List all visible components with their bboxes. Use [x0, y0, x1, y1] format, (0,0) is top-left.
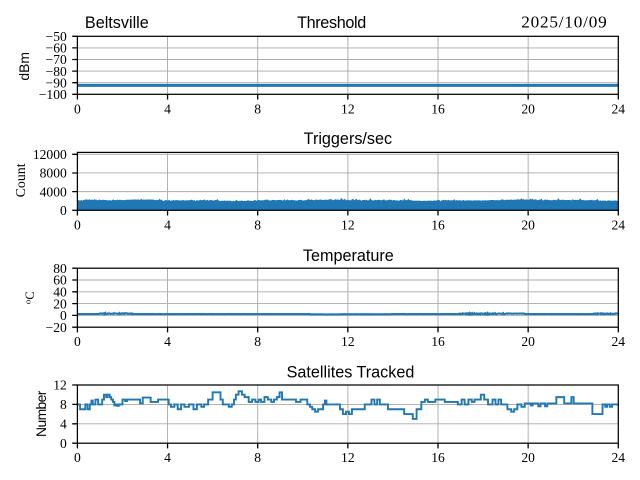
svg-text:Satellites Tracked: Satellites Tracked	[287, 363, 415, 381]
svg-text:12: 12	[341, 334, 355, 349]
svg-text:4: 4	[164, 101, 171, 116]
svg-text:−80: −80	[46, 64, 67, 79]
svg-text:12: 12	[53, 378, 67, 393]
svg-text:16: 16	[431, 334, 445, 349]
svg-text:−50: −50	[46, 29, 67, 44]
svg-text:40: 40	[53, 285, 67, 300]
svg-text:0: 0	[74, 334, 81, 349]
svg-text:4: 4	[164, 217, 171, 232]
svg-text:20: 20	[521, 450, 535, 465]
svg-text:Temperature: Temperature	[303, 247, 394, 265]
svg-text:4: 4	[60, 417, 67, 432]
svg-text:24: 24	[612, 101, 626, 116]
svg-text:0: 0	[60, 436, 67, 451]
svg-text:20: 20	[53, 296, 67, 311]
svg-text:16: 16	[431, 450, 445, 465]
svg-text:−60: −60	[46, 41, 67, 56]
svg-text:12: 12	[341, 217, 355, 232]
svg-text:0: 0	[74, 101, 81, 116]
svg-text:8: 8	[254, 334, 261, 349]
svg-text:−70: −70	[46, 52, 67, 67]
svg-text:8: 8	[60, 397, 67, 412]
svg-text:16: 16	[431, 217, 445, 232]
svg-text:Count: Count	[14, 163, 29, 197]
svg-text:80: 80	[53, 261, 67, 276]
svg-text:dBm: dBm	[16, 52, 32, 81]
svg-text:60: 60	[53, 273, 67, 288]
svg-text:oC: oC	[22, 291, 37, 304]
svg-text:24: 24	[612, 217, 626, 232]
svg-text:12: 12	[341, 101, 355, 116]
svg-text:2025/10/09: 2025/10/09	[521, 13, 607, 32]
svg-text:Beltsville: Beltsville	[85, 14, 149, 32]
svg-text:0: 0	[60, 308, 67, 323]
svg-text:−100: −100	[39, 87, 67, 102]
svg-text:−90: −90	[46, 75, 67, 90]
svg-text:8: 8	[254, 217, 261, 232]
svg-text:20: 20	[521, 101, 535, 116]
svg-text:0: 0	[74, 217, 81, 232]
svg-text:Triggers/sec: Triggers/sec	[304, 130, 392, 148]
svg-text:8: 8	[254, 101, 261, 116]
svg-text:Threshold: Threshold	[297, 14, 366, 32]
svg-text:4: 4	[164, 334, 171, 349]
svg-text:16: 16	[431, 101, 445, 116]
svg-text:0: 0	[74, 450, 81, 465]
svg-text:4: 4	[164, 450, 171, 465]
svg-text:−20: −20	[46, 320, 67, 335]
svg-text:Number: Number	[33, 390, 49, 437]
svg-text:24: 24	[612, 450, 626, 465]
svg-text:20: 20	[521, 217, 535, 232]
svg-text:8: 8	[254, 450, 261, 465]
svg-text:4000: 4000	[40, 184, 67, 199]
svg-text:24: 24	[612, 334, 626, 349]
svg-text:20: 20	[521, 334, 535, 349]
svg-text:12: 12	[341, 450, 355, 465]
svg-text:0: 0	[60, 203, 67, 218]
svg-text:12000: 12000	[33, 147, 67, 162]
svg-text:8000: 8000	[40, 166, 67, 181]
